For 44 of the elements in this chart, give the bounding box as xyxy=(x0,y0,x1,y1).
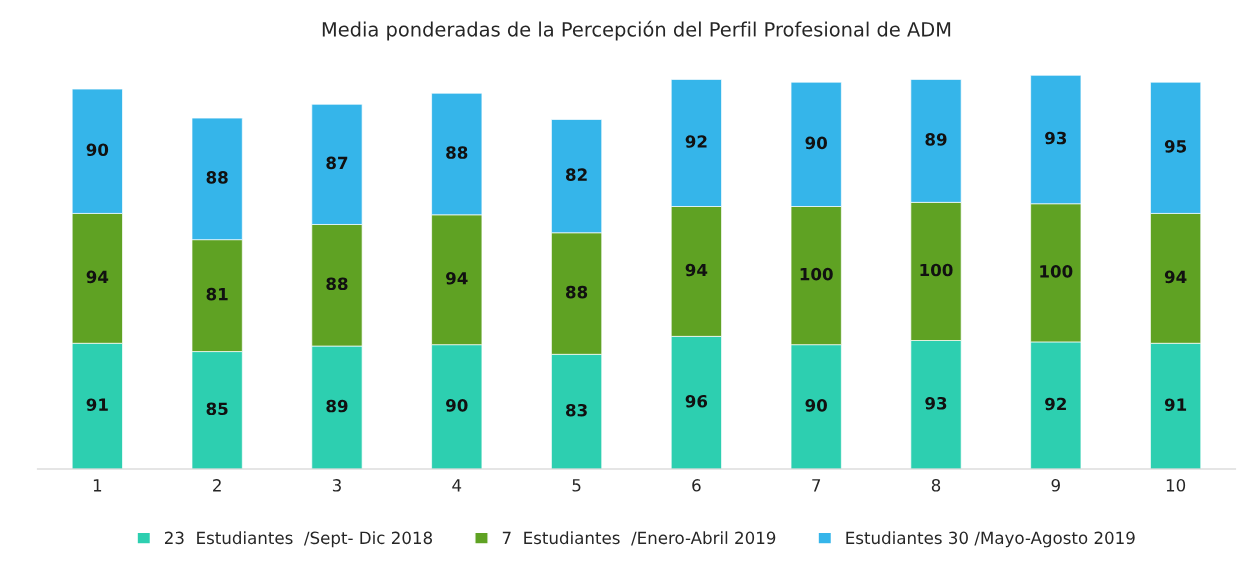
data-label: 90 xyxy=(86,143,109,157)
data-label: 91 xyxy=(86,398,108,411)
legend-label: 7 Estudiantes /Enero-Abril 2019 xyxy=(502,531,776,546)
data-label: 85 xyxy=(206,402,228,416)
data-label: 92 xyxy=(1045,397,1066,411)
data-label: 88 xyxy=(326,277,348,291)
x-tick-label: 3 xyxy=(332,479,341,492)
legend-label: Estudiantes 30 /Mayo-Agosto 2019 xyxy=(846,531,1135,548)
data-label: 89 xyxy=(326,399,348,413)
data-label: 88 xyxy=(206,171,228,184)
x-tick-label: 4 xyxy=(452,479,462,492)
legend-label: 23 Estudiantes /Sept- Dic 2018 xyxy=(164,531,433,548)
x-tick-label: 5 xyxy=(572,479,581,492)
data-label: 82 xyxy=(566,168,587,181)
data-label: 90 xyxy=(446,399,468,412)
data-label: 81 xyxy=(206,287,228,301)
data-label: 94 xyxy=(1164,270,1187,284)
data-label: 100 xyxy=(920,263,953,277)
data-label: 89 xyxy=(925,133,947,146)
data-label: 83 xyxy=(566,403,587,417)
data-label: 90 xyxy=(805,136,827,150)
data-label: 94 xyxy=(86,270,109,284)
data-label: 87 xyxy=(326,156,348,170)
x-tick-label: 6 xyxy=(692,479,701,492)
x-tick-label: 1 xyxy=(93,479,102,492)
data-label: 88 xyxy=(566,285,588,299)
data-label: 94 xyxy=(685,263,708,277)
data-label: 100 xyxy=(1040,265,1073,278)
chart-title: Media ponderadas de la Percepción del Perfil Profesional de ADM xyxy=(322,20,951,41)
x-tick-label: 9 xyxy=(1051,479,1060,492)
data-label: 88 xyxy=(446,146,468,159)
data-label: 91 xyxy=(1164,398,1187,411)
x-tick-label: 2 xyxy=(213,479,221,492)
data-label: 95 xyxy=(1164,140,1187,153)
data-label: 90 xyxy=(805,399,827,412)
data-label: 100 xyxy=(800,267,833,281)
x-tick-label: 7 xyxy=(812,479,821,492)
data-label: 96 xyxy=(685,394,708,408)
data-label: 93 xyxy=(925,396,947,410)
data-label: 94 xyxy=(446,271,468,285)
x-tick-label: 8 xyxy=(931,479,941,492)
x-tick-label: 10 xyxy=(1166,479,1186,492)
data-label: 93 xyxy=(1045,131,1067,145)
data-label: 92 xyxy=(685,135,707,148)
